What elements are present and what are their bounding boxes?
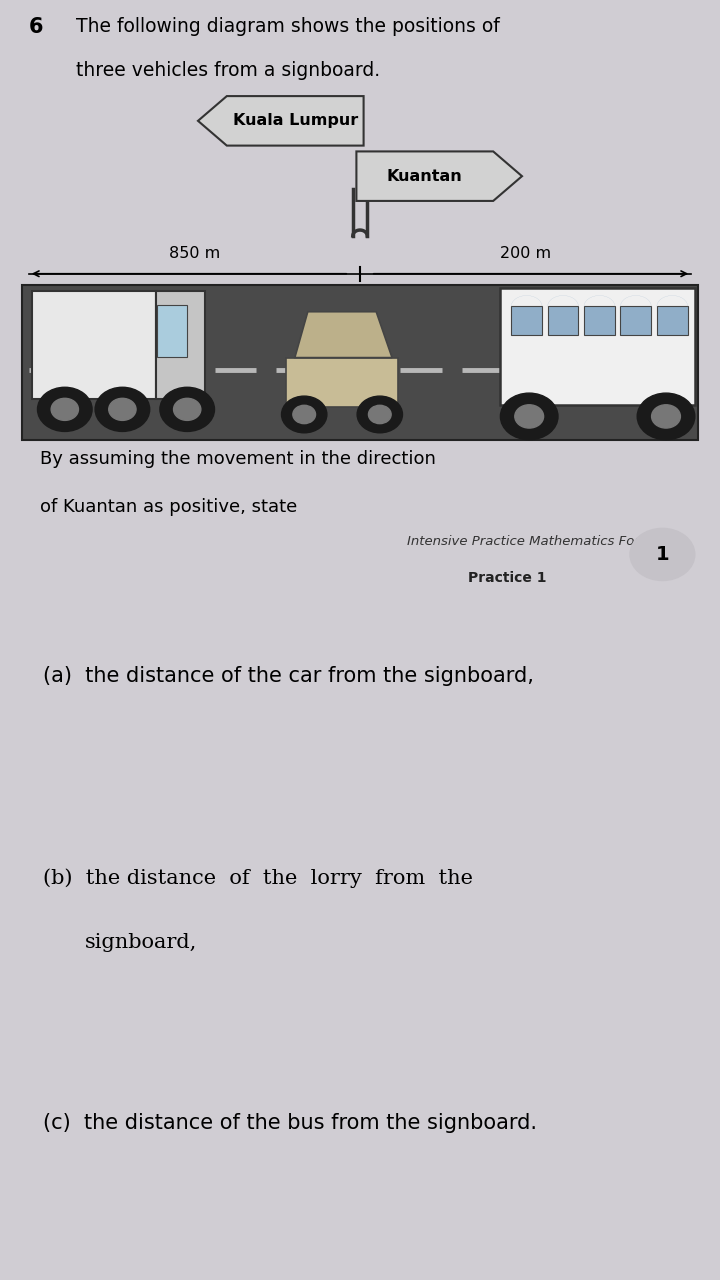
Text: (b)  the distance  of  the  lorry  from  the: (b) the distance of the lorry from the — [43, 868, 473, 888]
Bar — [156, 291, 205, 399]
Text: (c)  the distance of the bus from the signboard.: (c) the distance of the bus from the sig… — [43, 1112, 537, 1133]
Bar — [157, 305, 187, 357]
Bar — [500, 288, 695, 404]
Text: 1: 1 — [656, 545, 669, 564]
Bar — [22, 285, 698, 440]
Bar — [287, 357, 397, 407]
Bar — [32, 291, 156, 399]
Polygon shape — [295, 312, 392, 357]
Bar — [584, 306, 615, 335]
Circle shape — [160, 388, 215, 431]
Circle shape — [652, 404, 680, 428]
Text: 850 m: 850 m — [168, 246, 220, 261]
Circle shape — [515, 404, 544, 428]
Text: of Kuantan as positive, state: of Kuantan as positive, state — [40, 498, 297, 516]
Text: Intensive Practice Mathematics Form 1: Intensive Practice Mathematics Form 1 — [407, 535, 665, 548]
Circle shape — [37, 388, 92, 431]
Bar — [621, 306, 652, 335]
Circle shape — [109, 398, 136, 420]
Text: The following diagram shows the positions of: The following diagram shows the position… — [76, 18, 500, 36]
Bar — [511, 306, 542, 335]
Bar — [657, 306, 688, 335]
Circle shape — [95, 388, 150, 431]
Circle shape — [357, 396, 402, 433]
Text: By assuming the movement in the direction: By assuming the movement in the directio… — [40, 449, 436, 467]
Text: Kuantan: Kuantan — [387, 169, 463, 183]
Circle shape — [500, 393, 558, 440]
Text: signboard,: signboard, — [85, 933, 197, 951]
Text: Kuala Lumpur: Kuala Lumpur — [233, 114, 358, 128]
Polygon shape — [198, 96, 364, 146]
Circle shape — [51, 398, 78, 420]
Polygon shape — [356, 151, 522, 201]
Text: three vehicles from a signboard.: three vehicles from a signboard. — [76, 61, 379, 81]
Text: Practice 1: Practice 1 — [468, 571, 546, 585]
Circle shape — [282, 396, 327, 433]
Circle shape — [174, 398, 201, 420]
Circle shape — [629, 527, 696, 581]
Text: 200 m: 200 m — [500, 246, 552, 261]
Circle shape — [293, 406, 315, 424]
Text: (a)  the distance of the car from the signboard,: (a) the distance of the car from the sig… — [43, 666, 534, 686]
Text: 6: 6 — [29, 18, 43, 37]
Circle shape — [369, 406, 391, 424]
Circle shape — [637, 393, 695, 440]
Bar — [548, 306, 578, 335]
